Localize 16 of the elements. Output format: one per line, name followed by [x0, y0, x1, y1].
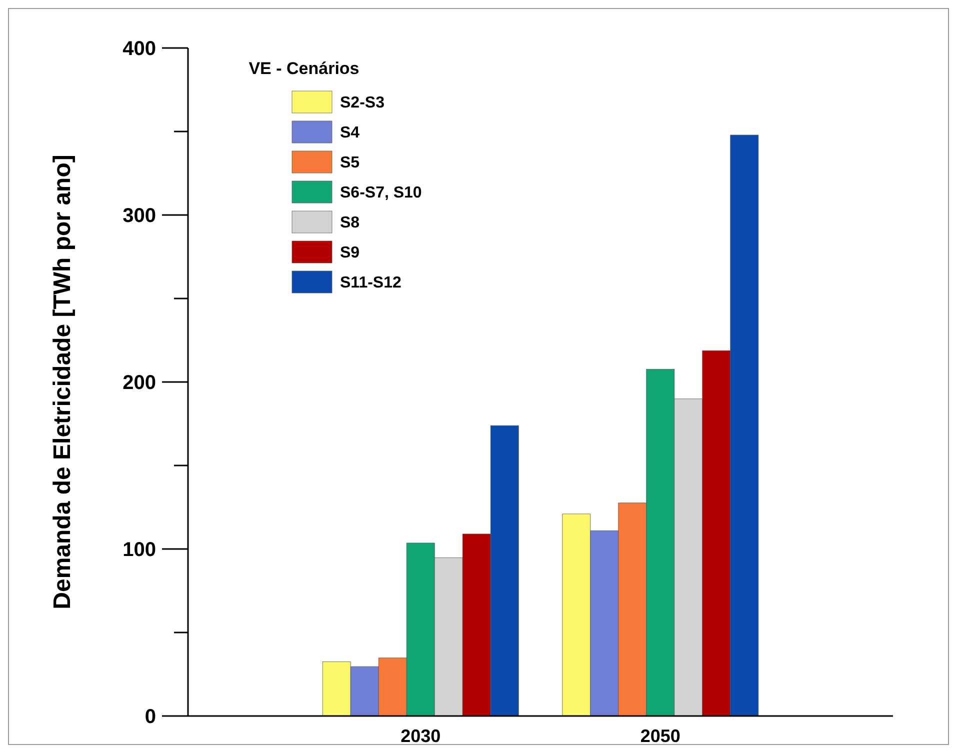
y-tick-label: 300: [122, 205, 156, 227]
legend-label: S2-S3: [340, 94, 385, 112]
legend-label: S8: [340, 214, 360, 232]
y-tick-label: 0: [144, 706, 156, 728]
y-tick-label: 100: [122, 539, 156, 561]
x-tick-label: 2050: [640, 726, 680, 746]
legend-label: S4: [340, 124, 360, 142]
legend-label: S6-S7, S10: [340, 184, 422, 202]
legend-label: S11-S12: [340, 274, 402, 292]
y-axis-title: Demanda de Eletricidade [TWh por ano]: [49, 154, 76, 610]
legend-label: S9: [340, 244, 360, 262]
y-tick-label: 400: [122, 38, 156, 60]
x-tick-label: 2030: [400, 726, 441, 746]
legend-label: S5: [340, 154, 360, 172]
y-tick-label: 200: [122, 372, 156, 394]
legend-title: VE - Cenários: [248, 59, 360, 78]
